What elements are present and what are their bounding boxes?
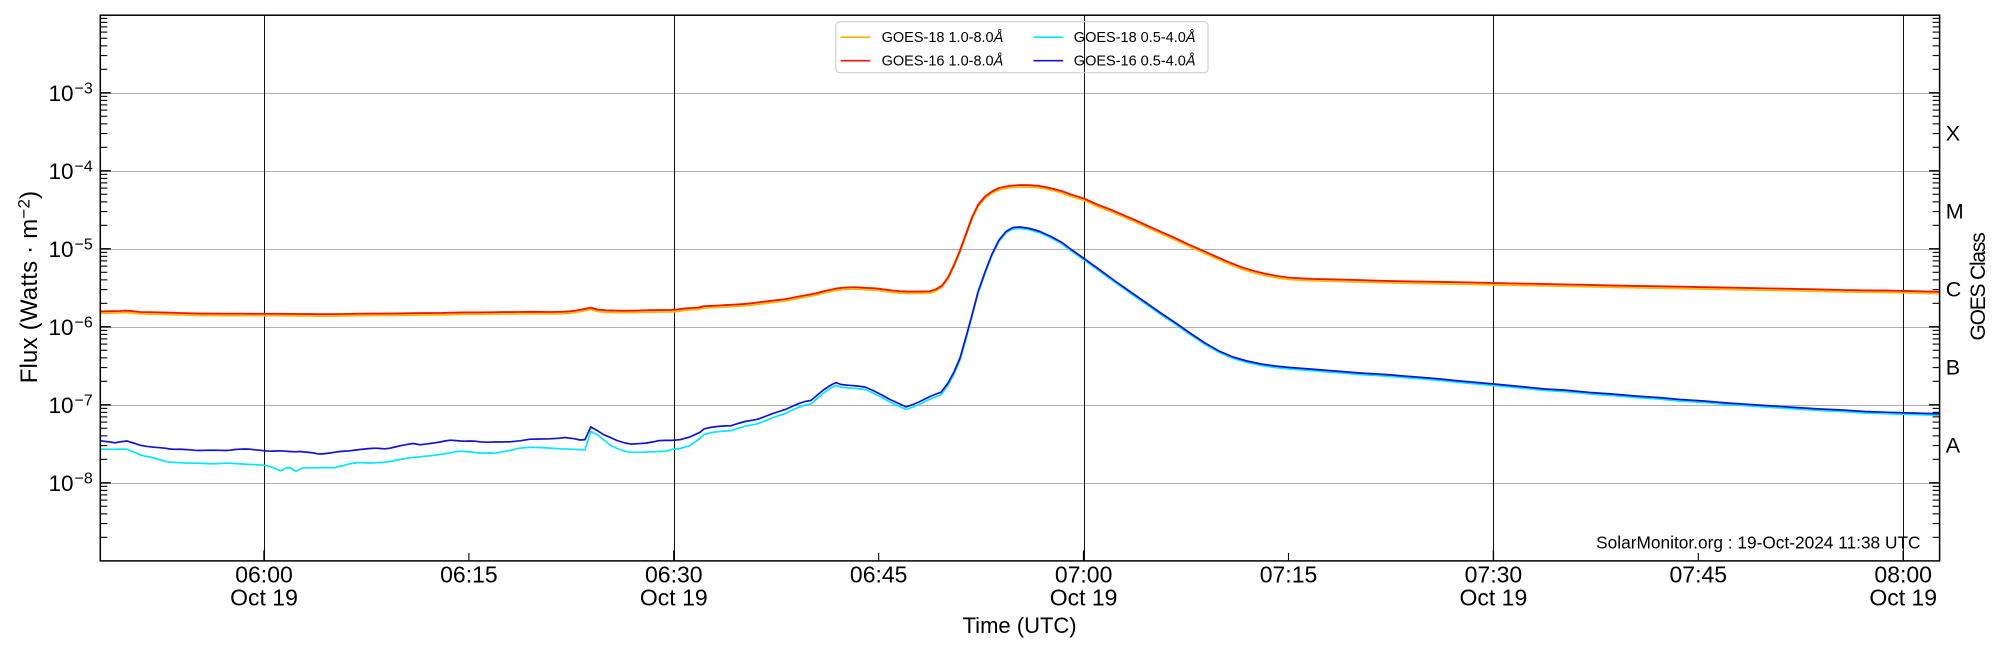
svg-text:Flux (Watts · m−2): Flux (Watts · m−2) — [15, 191, 44, 384]
svg-text:07:00: 07:00 — [1055, 561, 1113, 587]
svg-text:GOES Class: GOES Class — [1967, 233, 1990, 341]
svg-text:−8: −8 — [75, 471, 93, 488]
svg-text:−3: −3 — [75, 81, 93, 98]
svg-text:10: 10 — [49, 237, 74, 262]
svg-text:−6: −6 — [75, 315, 93, 332]
svg-text:10: 10 — [49, 471, 74, 496]
svg-text:GOES-16 0.5-4.0Å: GOES-16 0.5-4.0Å — [1074, 53, 1196, 70]
svg-text:07:15: 07:15 — [1260, 561, 1318, 587]
svg-text:−7: −7 — [75, 393, 93, 410]
svg-text:Oct 19: Oct 19 — [1050, 585, 1118, 611]
svg-text:−4: −4 — [75, 159, 93, 176]
svg-text:07:45: 07:45 — [1670, 561, 1728, 587]
svg-text:X: X — [1946, 122, 1960, 146]
svg-text:B: B — [1946, 356, 1960, 380]
svg-text:10: 10 — [49, 159, 74, 184]
svg-text:Oct 19: Oct 19 — [1460, 585, 1528, 611]
svg-text:10: 10 — [49, 81, 74, 106]
svg-text:GOES-18 0.5-4.0Å: GOES-18 0.5-4.0Å — [1074, 29, 1196, 46]
svg-text:Oct 19: Oct 19 — [230, 585, 298, 611]
svg-text:−5: −5 — [75, 237, 93, 254]
svg-text:M: M — [1946, 200, 1964, 224]
svg-text:GOES-16 1.0-8.0Å: GOES-16 1.0-8.0Å — [882, 53, 1004, 70]
svg-text:C: C — [1946, 278, 1962, 302]
svg-text:06:15: 06:15 — [440, 561, 498, 587]
svg-text:Oct 19: Oct 19 — [1869, 585, 1937, 611]
svg-text:06:45: 06:45 — [850, 561, 908, 587]
svg-text:GOES-18 1.0-8.0Å: GOES-18 1.0-8.0Å — [882, 29, 1004, 46]
svg-text:07:30: 07:30 — [1465, 561, 1523, 587]
svg-text:SolarMonitor.org : 19-Oct-2024: SolarMonitor.org : 19-Oct-2024 11:38 UTC — [1596, 533, 1920, 553]
svg-text:Oct 19: Oct 19 — [640, 585, 708, 611]
svg-text:A: A — [1946, 434, 1961, 458]
svg-text:10: 10 — [49, 393, 74, 418]
svg-text:10: 10 — [49, 315, 74, 340]
svg-text:06:30: 06:30 — [645, 561, 703, 587]
svg-text:08:00: 08:00 — [1874, 561, 1932, 587]
svg-text:Time (UTC): Time (UTC) — [963, 613, 1077, 638]
svg-text:06:00: 06:00 — [235, 561, 293, 587]
